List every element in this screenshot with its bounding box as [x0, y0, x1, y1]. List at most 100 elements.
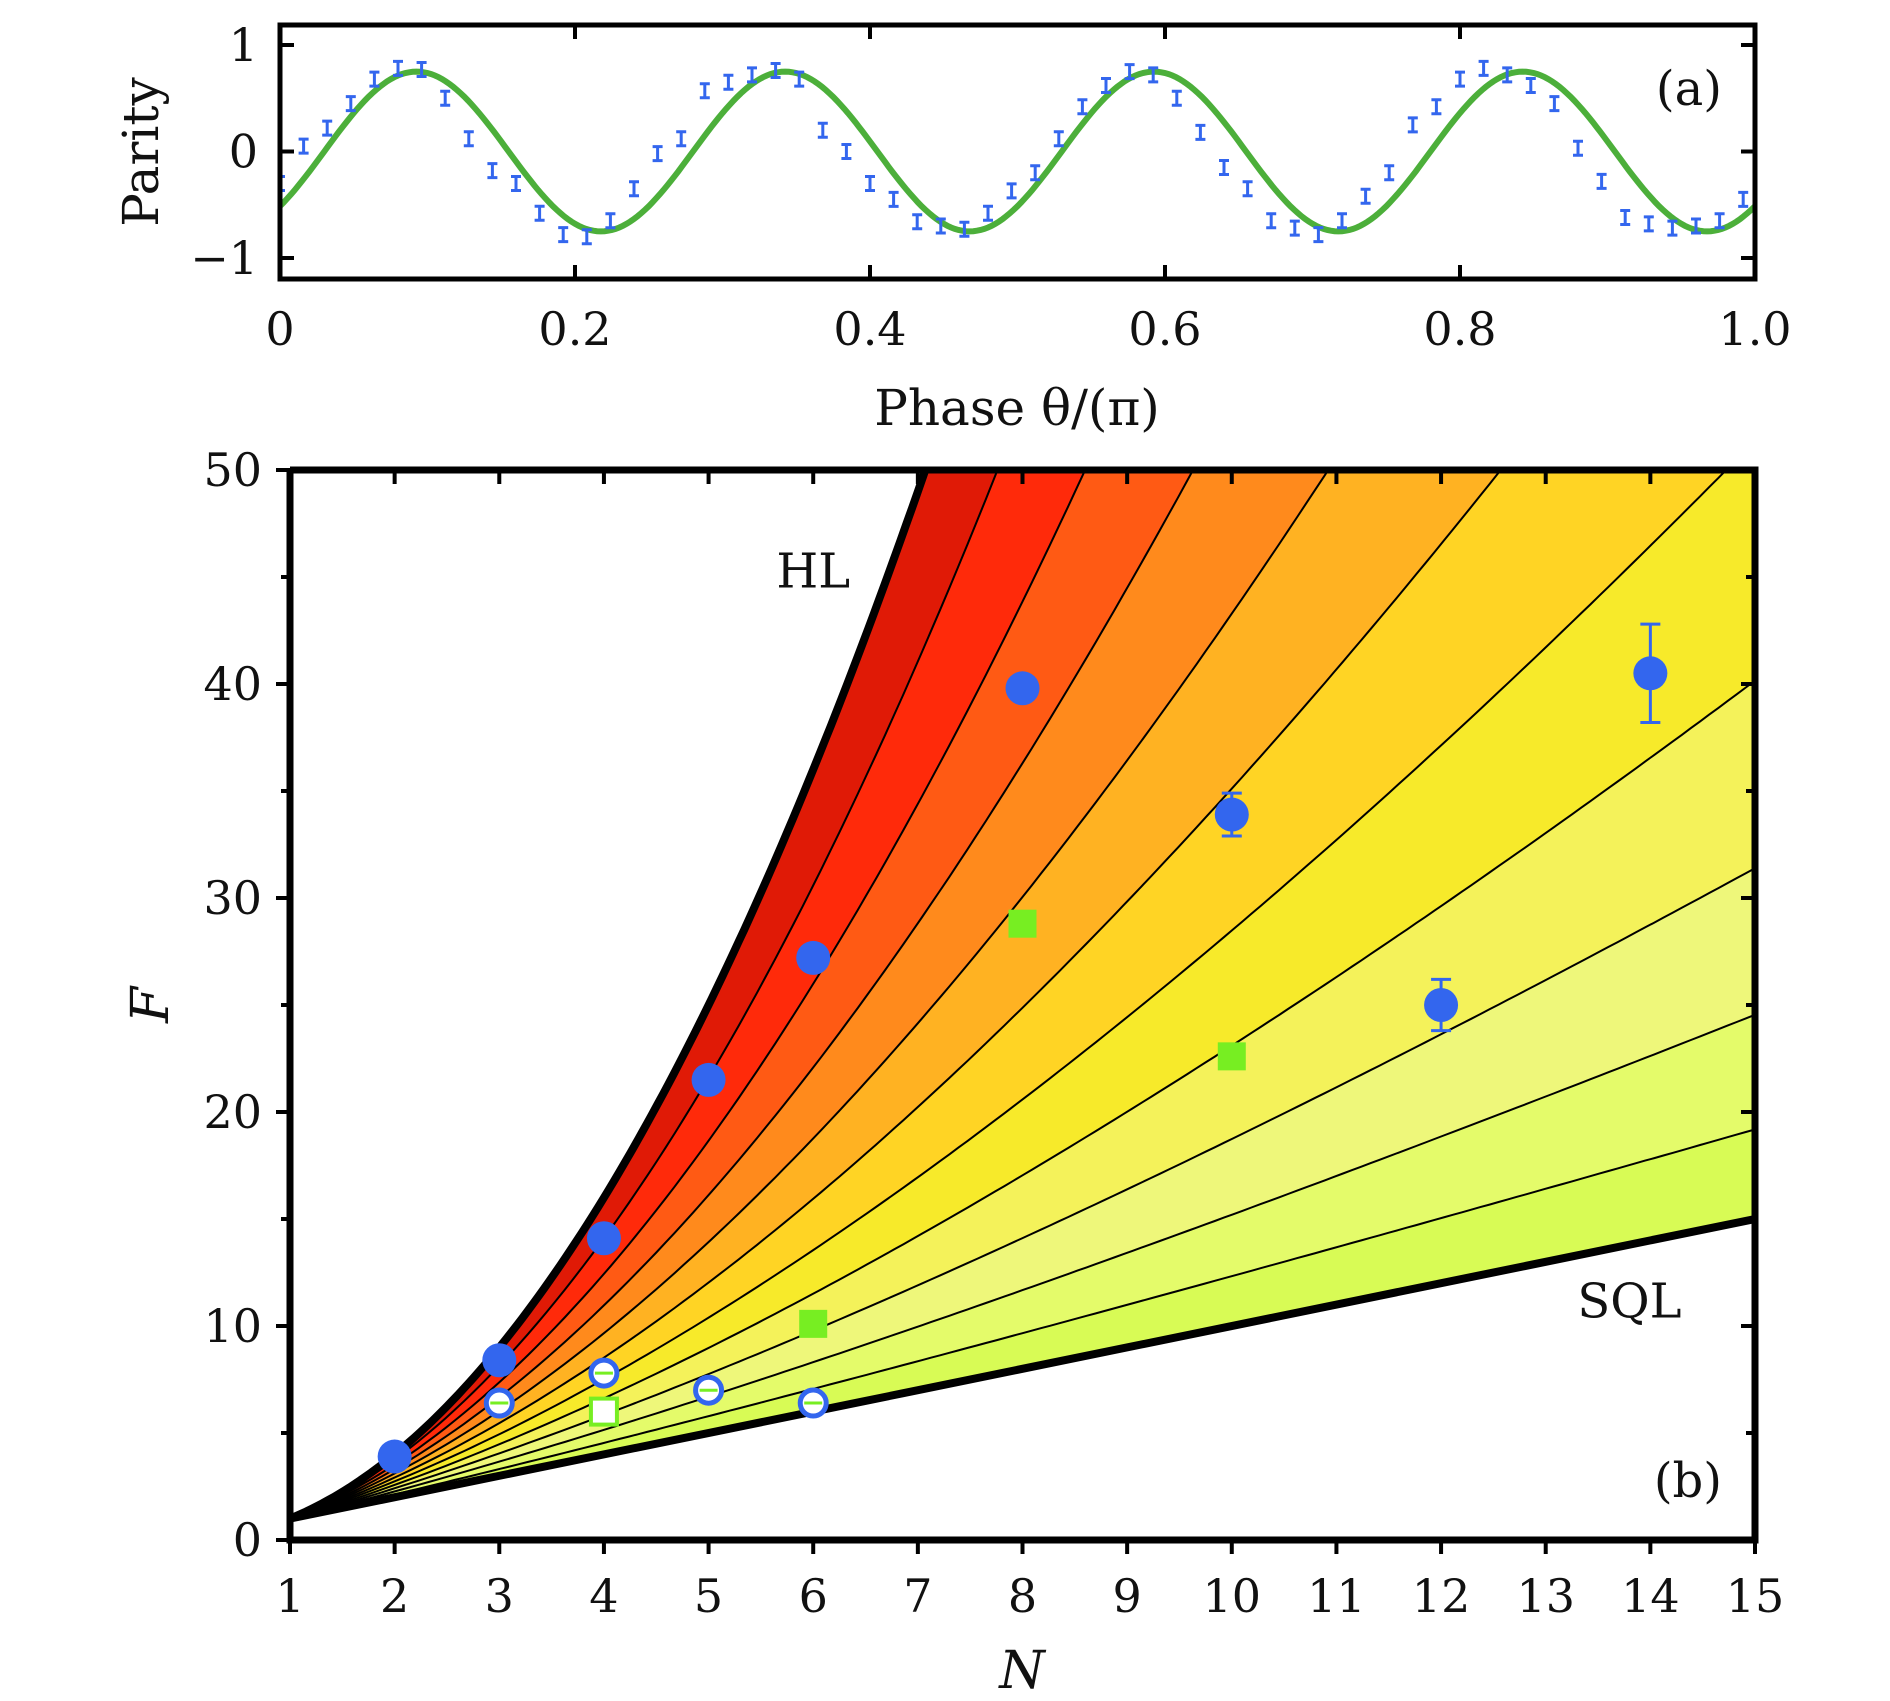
parity-point: [865, 174, 875, 192]
x-tick-label: 4: [589, 1569, 618, 1623]
filled-circle-point: [796, 940, 831, 975]
x-tick-label: 11: [1307, 1569, 1366, 1623]
parity-point: [1313, 226, 1324, 244]
x-tick-label: 3: [485, 1569, 514, 1623]
parity-point: [298, 137, 309, 155]
parity-point: [1195, 123, 1206, 141]
x-tick-label: 0.8: [1423, 302, 1496, 356]
parity-point: [1077, 98, 1088, 116]
filled-circle-point: [1005, 671, 1040, 706]
parity-point: [888, 190, 899, 208]
quantum-region-fill: [290, 470, 1755, 1519]
parity-point: [1691, 217, 1701, 235]
parity-point: [1596, 172, 1607, 190]
contour-line: [290, 470, 1330, 1520]
panel-a: 0 0.2 0.4 0.6 0.8 1.010−1 (a) Phase θ/(π) Par…: [112, 18, 1792, 437]
contour-line: [290, 679, 1755, 1520]
region-band: [290, 470, 1086, 1519]
x-tick-label: 5: [694, 1569, 723, 1623]
parity-point: [1384, 164, 1395, 182]
parity-point: [440, 89, 451, 107]
x-tick-label: 14: [1621, 1569, 1680, 1623]
parity-point: [534, 204, 545, 222]
panel-b-xlabel: N: [997, 1641, 1046, 1701]
parity-point: [841, 143, 852, 160]
x-tick-label: 8: [1008, 1569, 1037, 1623]
parity-point: [345, 95, 356, 113]
y-tick-label: 50: [203, 443, 262, 497]
y-tick-label: 40: [203, 657, 262, 711]
x-tick-label: 15: [1726, 1569, 1785, 1623]
y-tick-label: 20: [203, 1085, 262, 1139]
contour-line: [290, 470, 1502, 1520]
y-tick-label: 10: [203, 1299, 262, 1353]
parity-point: [629, 180, 639, 198]
parity-point: [1714, 212, 1725, 230]
panel-b-ylabel: F: [121, 985, 181, 1024]
region-band: [290, 470, 1329, 1519]
parity-point: [511, 174, 521, 192]
parity-point: [1478, 59, 1489, 77]
parity-point: [463, 130, 474, 148]
parity-point: [959, 220, 970, 238]
parity-point: [393, 59, 403, 77]
parity-point: [487, 162, 498, 180]
filled-square-point: [1217, 1042, 1246, 1071]
filled-circle-point: [691, 1062, 726, 1097]
x-tick-label: 0.2: [538, 302, 611, 356]
x-tick-label: 1: [275, 1569, 304, 1623]
panel-b-label: (b): [1654, 1453, 1722, 1509]
x-tick-label: 0: [265, 302, 294, 356]
y-tick-label: −1: [190, 231, 258, 285]
contour-line: [290, 470, 999, 1520]
parity-point: [1407, 116, 1418, 134]
x-tick-label: 1.0: [1718, 302, 1791, 356]
panel-b-data-points: [377, 622, 1668, 1474]
parity-point: [1030, 164, 1041, 182]
contour-line: [290, 470, 1087, 1520]
filled-circle-point: [586, 1221, 621, 1256]
parity-point: [770, 62, 781, 80]
parity-point: [369, 70, 380, 88]
parity-point: [581, 228, 592, 246]
parity-point: [1643, 215, 1654, 233]
x-tick-label: 13: [1516, 1569, 1575, 1623]
parity-point: [676, 130, 687, 148]
parity-point: [935, 217, 946, 235]
panel-b-ticks: [276, 468, 1757, 1554]
sql-label: SQL: [1577, 1273, 1681, 1329]
contour-line: [290, 1013, 1755, 1520]
x-tick-label: 0.6: [1128, 302, 1201, 356]
parity-point: [794, 70, 805, 88]
parity-point: [817, 121, 828, 139]
parity-point: [1148, 66, 1159, 84]
parity-point: [1738, 190, 1749, 208]
parity-point: [1455, 70, 1465, 88]
filled-circle-point: [377, 1439, 412, 1474]
parity-point: [983, 204, 993, 222]
parity-point: [1360, 187, 1371, 205]
parity-point: [1502, 66, 1513, 84]
panel-a-tick-labels: 0 0.2 0.4 0.6 0.8 1.010−1: [190, 18, 1791, 356]
parity-point: [912, 213, 923, 231]
parity-point: [1620, 209, 1631, 227]
contour-line: [290, 470, 1728, 1520]
y-tick-label: 0: [229, 125, 258, 179]
parity-point: [1124, 63, 1135, 81]
y-tick-label: 0: [233, 1513, 262, 1567]
parity-point: [1289, 219, 1300, 237]
parity-point: [558, 226, 569, 244]
parity-point: [1171, 89, 1182, 107]
x-tick-label: 9: [1113, 1569, 1142, 1623]
parity-point: [1242, 180, 1253, 198]
parity-point: [280, 174, 285, 192]
x-tick-label: 6: [799, 1569, 828, 1623]
parity-point: [1006, 182, 1017, 200]
hl-label: HL: [776, 544, 850, 600]
parity-point: [416, 60, 427, 78]
parity-point: [1266, 212, 1277, 230]
panel-a-ticks: [278, 25, 1757, 279]
parity-point: [605, 212, 616, 230]
parity-point: [1667, 219, 1678, 237]
